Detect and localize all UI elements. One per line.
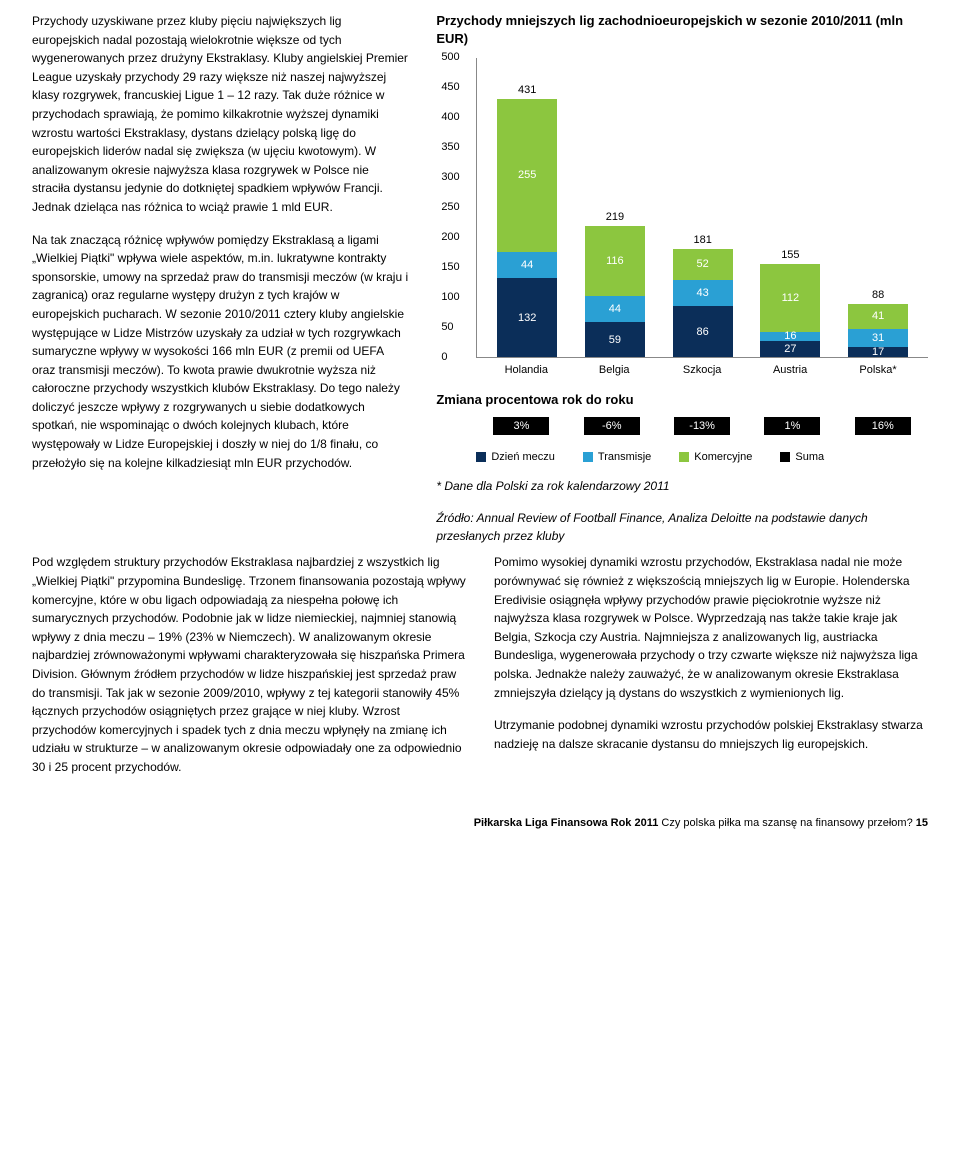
ytick: 500 — [441, 51, 459, 63]
ytick: 50 — [441, 321, 453, 333]
bar-segment: 17 — [848, 347, 908, 357]
bar-segment: 59 — [585, 322, 645, 357]
legend-item: Suma — [780, 451, 824, 463]
bar-segment: 116 — [585, 226, 645, 296]
ytick: 200 — [441, 231, 459, 243]
bar-segment: 16 — [760, 332, 820, 342]
bar-segment: 41 — [848, 304, 908, 329]
intro-para-1: Przychody uzyskiwane przez kluby pięciu … — [32, 12, 408, 217]
bar-group: 431 13244255 — [492, 84, 562, 358]
x-axis-label: Polska* — [843, 364, 913, 376]
lower-right-para-2: Utrzymanie podobnej dynamiki wzrostu prz… — [494, 716, 928, 753]
legend-swatch — [476, 452, 486, 462]
pct-box: 1% — [764, 417, 820, 435]
legend-label: Komercyjne — [694, 451, 752, 463]
bar-segment: 43 — [673, 280, 733, 306]
ytick: 150 — [441, 261, 459, 273]
bar-total: 219 — [606, 211, 624, 223]
footer-subtitle: Czy polska piłka ma szansę na finansowy … — [658, 817, 915, 829]
bar-segment: 31 — [848, 329, 908, 348]
bar-segment: 112 — [760, 264, 820, 331]
bar-total: 88 — [872, 289, 884, 301]
chart-legend: Dzień meczu Transmisje Komercyjne Suma — [436, 451, 928, 463]
intro-para-2: Na tak znaczącą różnicę wpływów pomiędzy… — [32, 231, 408, 473]
x-axis-label: Szkocja — [667, 364, 737, 376]
pct-box: 3% — [493, 417, 549, 435]
legend-item: Komercyjne — [679, 451, 752, 463]
ytick: 100 — [441, 291, 459, 303]
bar-stack: 13244255 — [497, 99, 557, 358]
bar-total: 155 — [781, 249, 799, 261]
bar-stack: 5944116 — [585, 226, 645, 357]
ytick: 250 — [441, 201, 459, 213]
bar-segment: 132 — [497, 278, 557, 357]
lower-right-para-1: Pomimo wysokiej dynamiki wzrostu przycho… — [494, 553, 928, 702]
ytick: 450 — [441, 81, 459, 93]
ytick: 0 — [441, 351, 447, 363]
footer-title: Piłkarska Liga Finansowa Rok 2011 — [474, 817, 659, 829]
legend-label: Dzień meczu — [491, 451, 555, 463]
bar-stack: 2716112 — [760, 264, 820, 357]
bar-total: 181 — [693, 234, 711, 246]
pct-subtitle: Zmiana procentowa rok do roku — [436, 392, 928, 407]
legend-swatch — [780, 452, 790, 462]
legend-item: Dzień meczu — [476, 451, 555, 463]
lower-left-para: Pod względem struktury przychodów Ekstra… — [32, 553, 466, 776]
chart-title: Przychody mniejszych lig zachodnioeurope… — [436, 12, 928, 48]
bar-segment: 44 — [585, 296, 645, 322]
x-axis-label: Austria — [755, 364, 825, 376]
bar-group: 88 173141 — [843, 289, 913, 357]
x-axis-label: Holandia — [491, 364, 561, 376]
bar-total: 431 — [518, 84, 536, 96]
ytick: 350 — [441, 141, 459, 153]
pct-row: 3% -6% -13% 1% 16% — [436, 417, 928, 435]
bar-segment: 86 — [673, 306, 733, 358]
footnote-source: Źródło: Annual Review of Football Financ… — [436, 509, 928, 545]
legend-swatch — [583, 452, 593, 462]
bar-group: 155 2716112 — [755, 249, 825, 357]
bar-group: 181 864352 — [668, 234, 738, 358]
bar-segment: 27 — [760, 341, 820, 357]
pct-box: -13% — [674, 417, 730, 435]
pct-box: -6% — [584, 417, 640, 435]
revenue-chart: 0501001502002503003504004505004311324425… — [436, 58, 928, 376]
legend-label: Transmisje — [598, 451, 651, 463]
bar-stack: 864352 — [673, 249, 733, 358]
x-axis-label: Belgia — [579, 364, 649, 376]
pct-box: 16% — [855, 417, 911, 435]
legend-swatch — [679, 452, 689, 462]
bar-stack: 173141 — [848, 304, 908, 357]
bar-segment: 255 — [497, 99, 557, 252]
ytick: 300 — [441, 171, 459, 183]
legend-item: Transmisje — [583, 451, 651, 463]
page-footer: Piłkarska Liga Finansowa Rok 2011 Czy po… — [32, 817, 928, 829]
legend-label: Suma — [795, 451, 824, 463]
footnote-asterisk: * Dane dla Polski za rok kalendarzowy 20… — [436, 477, 928, 495]
bar-group: 219 5944116 — [580, 211, 650, 357]
bar-segment: 44 — [497, 252, 557, 278]
bar-segment: 52 — [673, 249, 733, 280]
ytick: 400 — [441, 111, 459, 123]
page-number: 15 — [916, 817, 928, 829]
